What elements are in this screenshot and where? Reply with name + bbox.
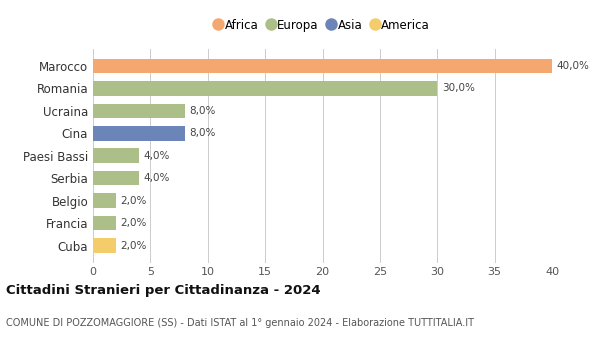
Bar: [93, 193, 116, 208]
Bar: [93, 81, 437, 96]
Bar: [93, 216, 116, 230]
Text: 2,0%: 2,0%: [121, 240, 147, 251]
Text: 8,0%: 8,0%: [190, 128, 216, 138]
Text: 4,0%: 4,0%: [143, 151, 170, 161]
Bar: [93, 126, 185, 141]
Text: 40,0%: 40,0%: [557, 61, 589, 71]
Text: Cittadini Stranieri per Cittadinanza - 2024: Cittadini Stranieri per Cittadinanza - 2…: [6, 284, 320, 297]
Bar: [93, 148, 139, 163]
Bar: [93, 238, 116, 253]
Text: 2,0%: 2,0%: [121, 196, 147, 206]
Text: 2,0%: 2,0%: [121, 218, 147, 228]
Text: 4,0%: 4,0%: [143, 173, 170, 183]
Text: 30,0%: 30,0%: [442, 83, 475, 93]
Text: COMUNE DI POZZOMAGGIORE (SS) - Dati ISTAT al 1° gennaio 2024 - Elaborazione TUTT: COMUNE DI POZZOMAGGIORE (SS) - Dati ISTA…: [6, 317, 474, 328]
Bar: [93, 104, 185, 118]
Bar: [93, 171, 139, 186]
Text: 8,0%: 8,0%: [190, 106, 216, 116]
Legend: Africa, Europa, Asia, America: Africa, Europa, Asia, America: [215, 19, 430, 32]
Bar: [93, 59, 552, 73]
